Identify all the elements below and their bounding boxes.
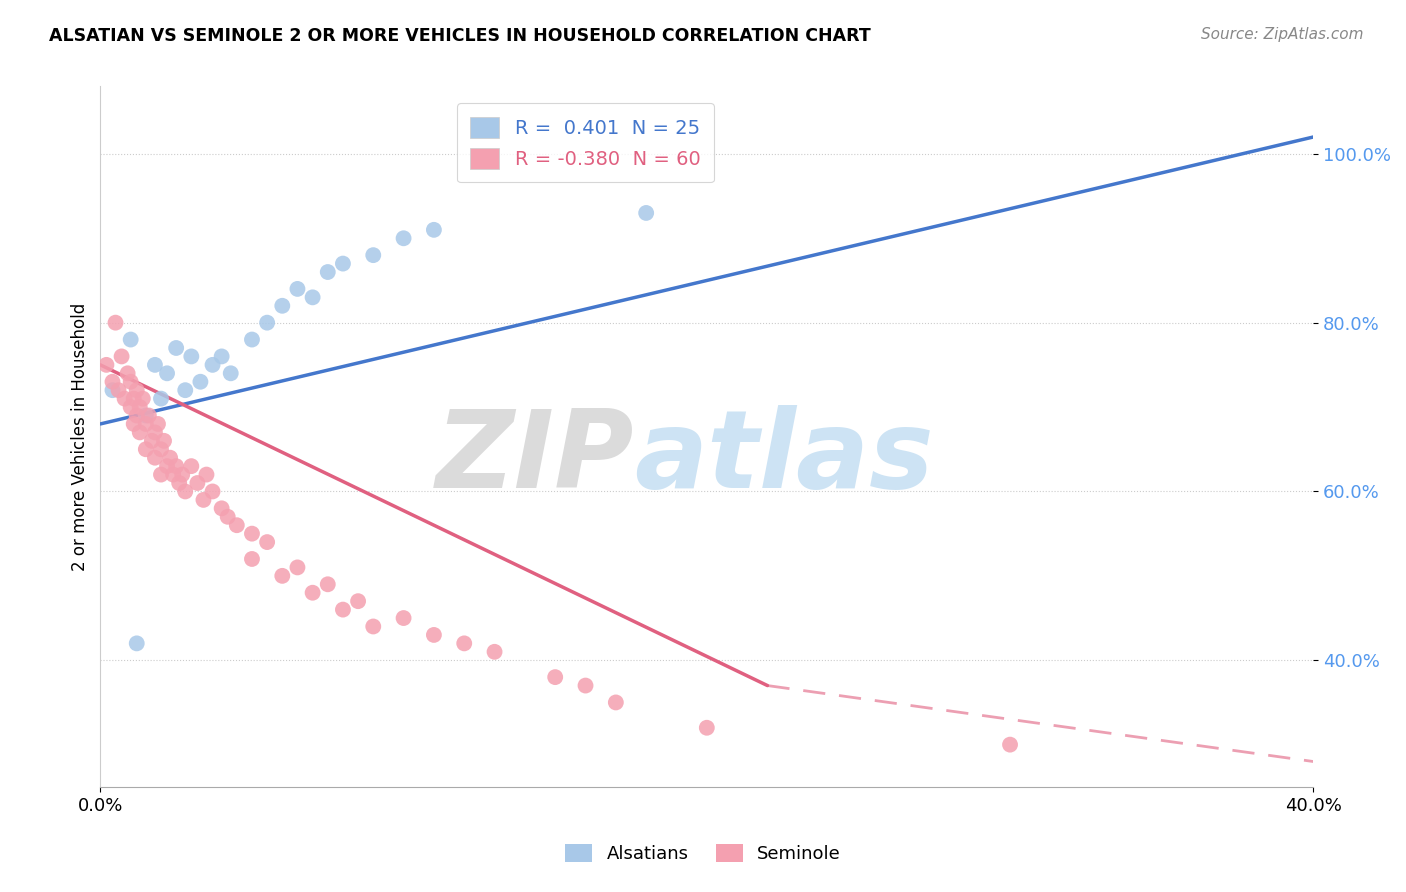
Text: ALSATIAN VS SEMINOLE 2 OR MORE VEHICLES IN HOUSEHOLD CORRELATION CHART: ALSATIAN VS SEMINOLE 2 OR MORE VEHICLES … bbox=[49, 27, 870, 45]
Point bbox=[201, 484, 224, 499]
Point bbox=[211, 501, 233, 516]
Point bbox=[104, 316, 127, 330]
Point bbox=[174, 383, 197, 397]
Point bbox=[271, 569, 294, 583]
Point bbox=[125, 409, 148, 423]
Point bbox=[135, 442, 157, 457]
Point bbox=[392, 611, 415, 625]
Point bbox=[574, 679, 596, 693]
Point bbox=[332, 257, 354, 271]
Point bbox=[96, 358, 118, 372]
Point bbox=[153, 434, 176, 448]
Point bbox=[120, 333, 142, 347]
Point bbox=[143, 425, 166, 440]
Point bbox=[287, 560, 309, 574]
Point bbox=[172, 467, 194, 482]
Point bbox=[143, 358, 166, 372]
Point bbox=[180, 350, 202, 364]
Point bbox=[107, 383, 129, 397]
Point bbox=[156, 367, 179, 381]
Point bbox=[101, 375, 124, 389]
Point bbox=[636, 206, 658, 220]
Point bbox=[174, 484, 197, 499]
Point bbox=[122, 417, 145, 431]
Point bbox=[256, 535, 278, 549]
Point bbox=[217, 509, 239, 524]
Point bbox=[162, 467, 184, 482]
Point bbox=[453, 636, 475, 650]
Point bbox=[998, 738, 1021, 752]
Point bbox=[150, 442, 173, 457]
Point bbox=[190, 375, 212, 389]
Point bbox=[150, 467, 173, 482]
Point bbox=[141, 434, 163, 448]
Point bbox=[316, 265, 339, 279]
Point bbox=[219, 367, 242, 381]
Point bbox=[165, 341, 187, 355]
Point bbox=[696, 721, 718, 735]
Point bbox=[122, 392, 145, 406]
Point bbox=[361, 248, 384, 262]
Point bbox=[392, 231, 415, 245]
Point bbox=[143, 450, 166, 465]
Legend: R =  0.401  N = 25, R = -0.380  N = 60: R = 0.401 N = 25, R = -0.380 N = 60 bbox=[457, 103, 714, 183]
Point bbox=[165, 459, 187, 474]
Point bbox=[117, 367, 139, 381]
Legend: Alsatians, Seminole: Alsatians, Seminole bbox=[554, 833, 852, 874]
Point bbox=[271, 299, 294, 313]
Point bbox=[301, 585, 323, 599]
Text: ZIP: ZIP bbox=[436, 405, 634, 510]
Point bbox=[225, 518, 247, 533]
Point bbox=[240, 526, 263, 541]
Point bbox=[544, 670, 567, 684]
Point bbox=[240, 333, 263, 347]
Point bbox=[301, 290, 323, 304]
Point bbox=[125, 636, 148, 650]
Point bbox=[132, 392, 155, 406]
Point bbox=[287, 282, 309, 296]
Point bbox=[146, 417, 169, 431]
Point bbox=[110, 350, 132, 364]
Point bbox=[120, 400, 142, 414]
Point bbox=[120, 375, 142, 389]
Point bbox=[211, 350, 233, 364]
Point bbox=[256, 316, 278, 330]
Point bbox=[159, 450, 181, 465]
Point bbox=[423, 628, 446, 642]
Point bbox=[186, 475, 208, 490]
Point bbox=[240, 552, 263, 566]
Text: Source: ZipAtlas.com: Source: ZipAtlas.com bbox=[1201, 27, 1364, 42]
Point bbox=[347, 594, 370, 608]
Point bbox=[180, 459, 202, 474]
Point bbox=[128, 400, 150, 414]
Point bbox=[101, 383, 124, 397]
Point bbox=[156, 459, 179, 474]
Point bbox=[135, 409, 157, 423]
Point bbox=[150, 392, 173, 406]
Y-axis label: 2 or more Vehicles in Household: 2 or more Vehicles in Household bbox=[72, 302, 89, 571]
Point bbox=[167, 475, 190, 490]
Point bbox=[361, 619, 384, 633]
Text: atlas: atlas bbox=[634, 405, 934, 510]
Point bbox=[114, 392, 136, 406]
Point bbox=[605, 695, 627, 709]
Point bbox=[423, 223, 446, 237]
Point bbox=[193, 492, 215, 507]
Point bbox=[316, 577, 339, 591]
Point bbox=[195, 467, 218, 482]
Point bbox=[138, 409, 160, 423]
Point bbox=[135, 417, 157, 431]
Point bbox=[201, 358, 224, 372]
Point bbox=[128, 425, 150, 440]
Point bbox=[484, 645, 506, 659]
Point bbox=[125, 383, 148, 397]
Point bbox=[332, 602, 354, 616]
